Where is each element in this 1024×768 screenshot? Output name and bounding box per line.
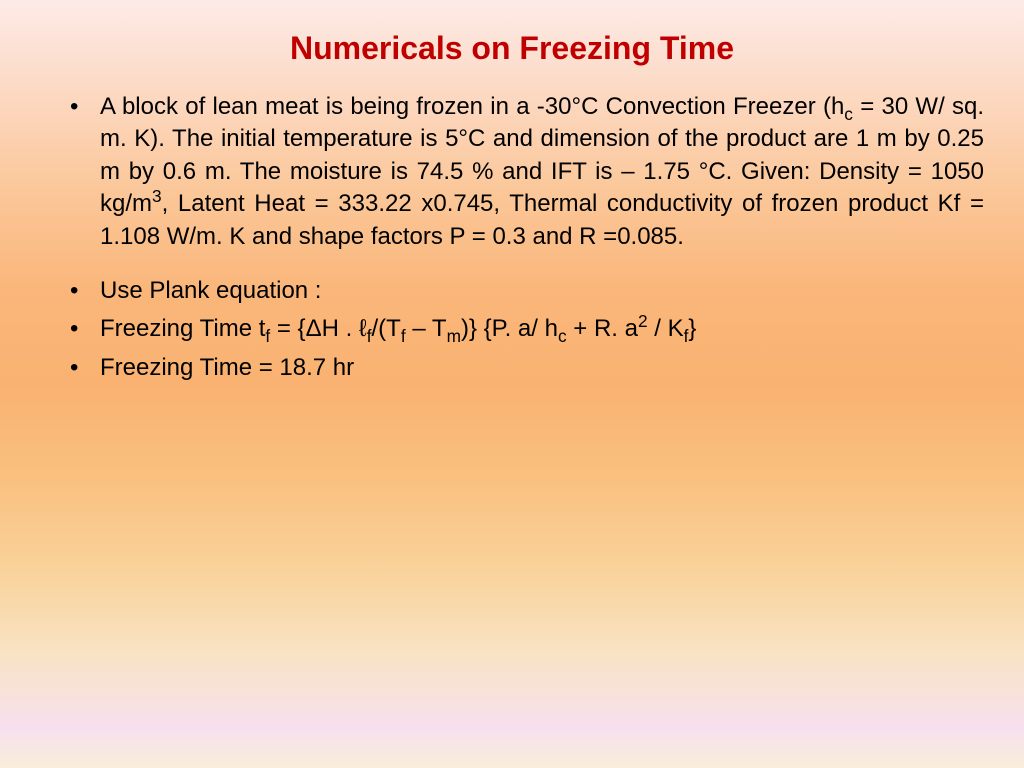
text: , Latent Heat = 333.22 x0.745, Thermal c… [100,190,984,249]
text: Use Plank equation : [100,277,321,304]
text: } [688,315,696,342]
list-item: A block of lean meat is being frozen in … [70,91,984,253]
list-item: Freezing Time tf = {ΔH . ℓf/(Tf – Tm)} {… [70,313,984,345]
text: /(T [372,315,401,342]
text: / K [648,315,684,342]
text: – T [406,315,447,342]
text: = { [270,315,305,342]
text: + R. a [567,315,638,342]
superscript: 2 [638,311,648,331]
delta-symbol: Δ [306,315,322,342]
text: A block of lean meat is being frozen in … [100,93,844,120]
subscript: m [447,326,461,346]
text: Freezing Time = 18.7 hr [100,354,354,381]
text: Freezing Time t [100,315,265,342]
text: H . ℓ [322,315,367,342]
list-item: Freezing Time = 18.7 hr [70,352,984,384]
page-title: Numericals on Freezing Time [40,30,984,67]
text: )} {P. a/ h [461,315,558,342]
bullet-list: A block of lean meat is being frozen in … [40,91,984,384]
superscript: 3 [152,186,162,206]
list-item: Use Plank equation : [70,275,984,307]
subscript: c [558,326,567,346]
subscript: c [844,104,853,124]
